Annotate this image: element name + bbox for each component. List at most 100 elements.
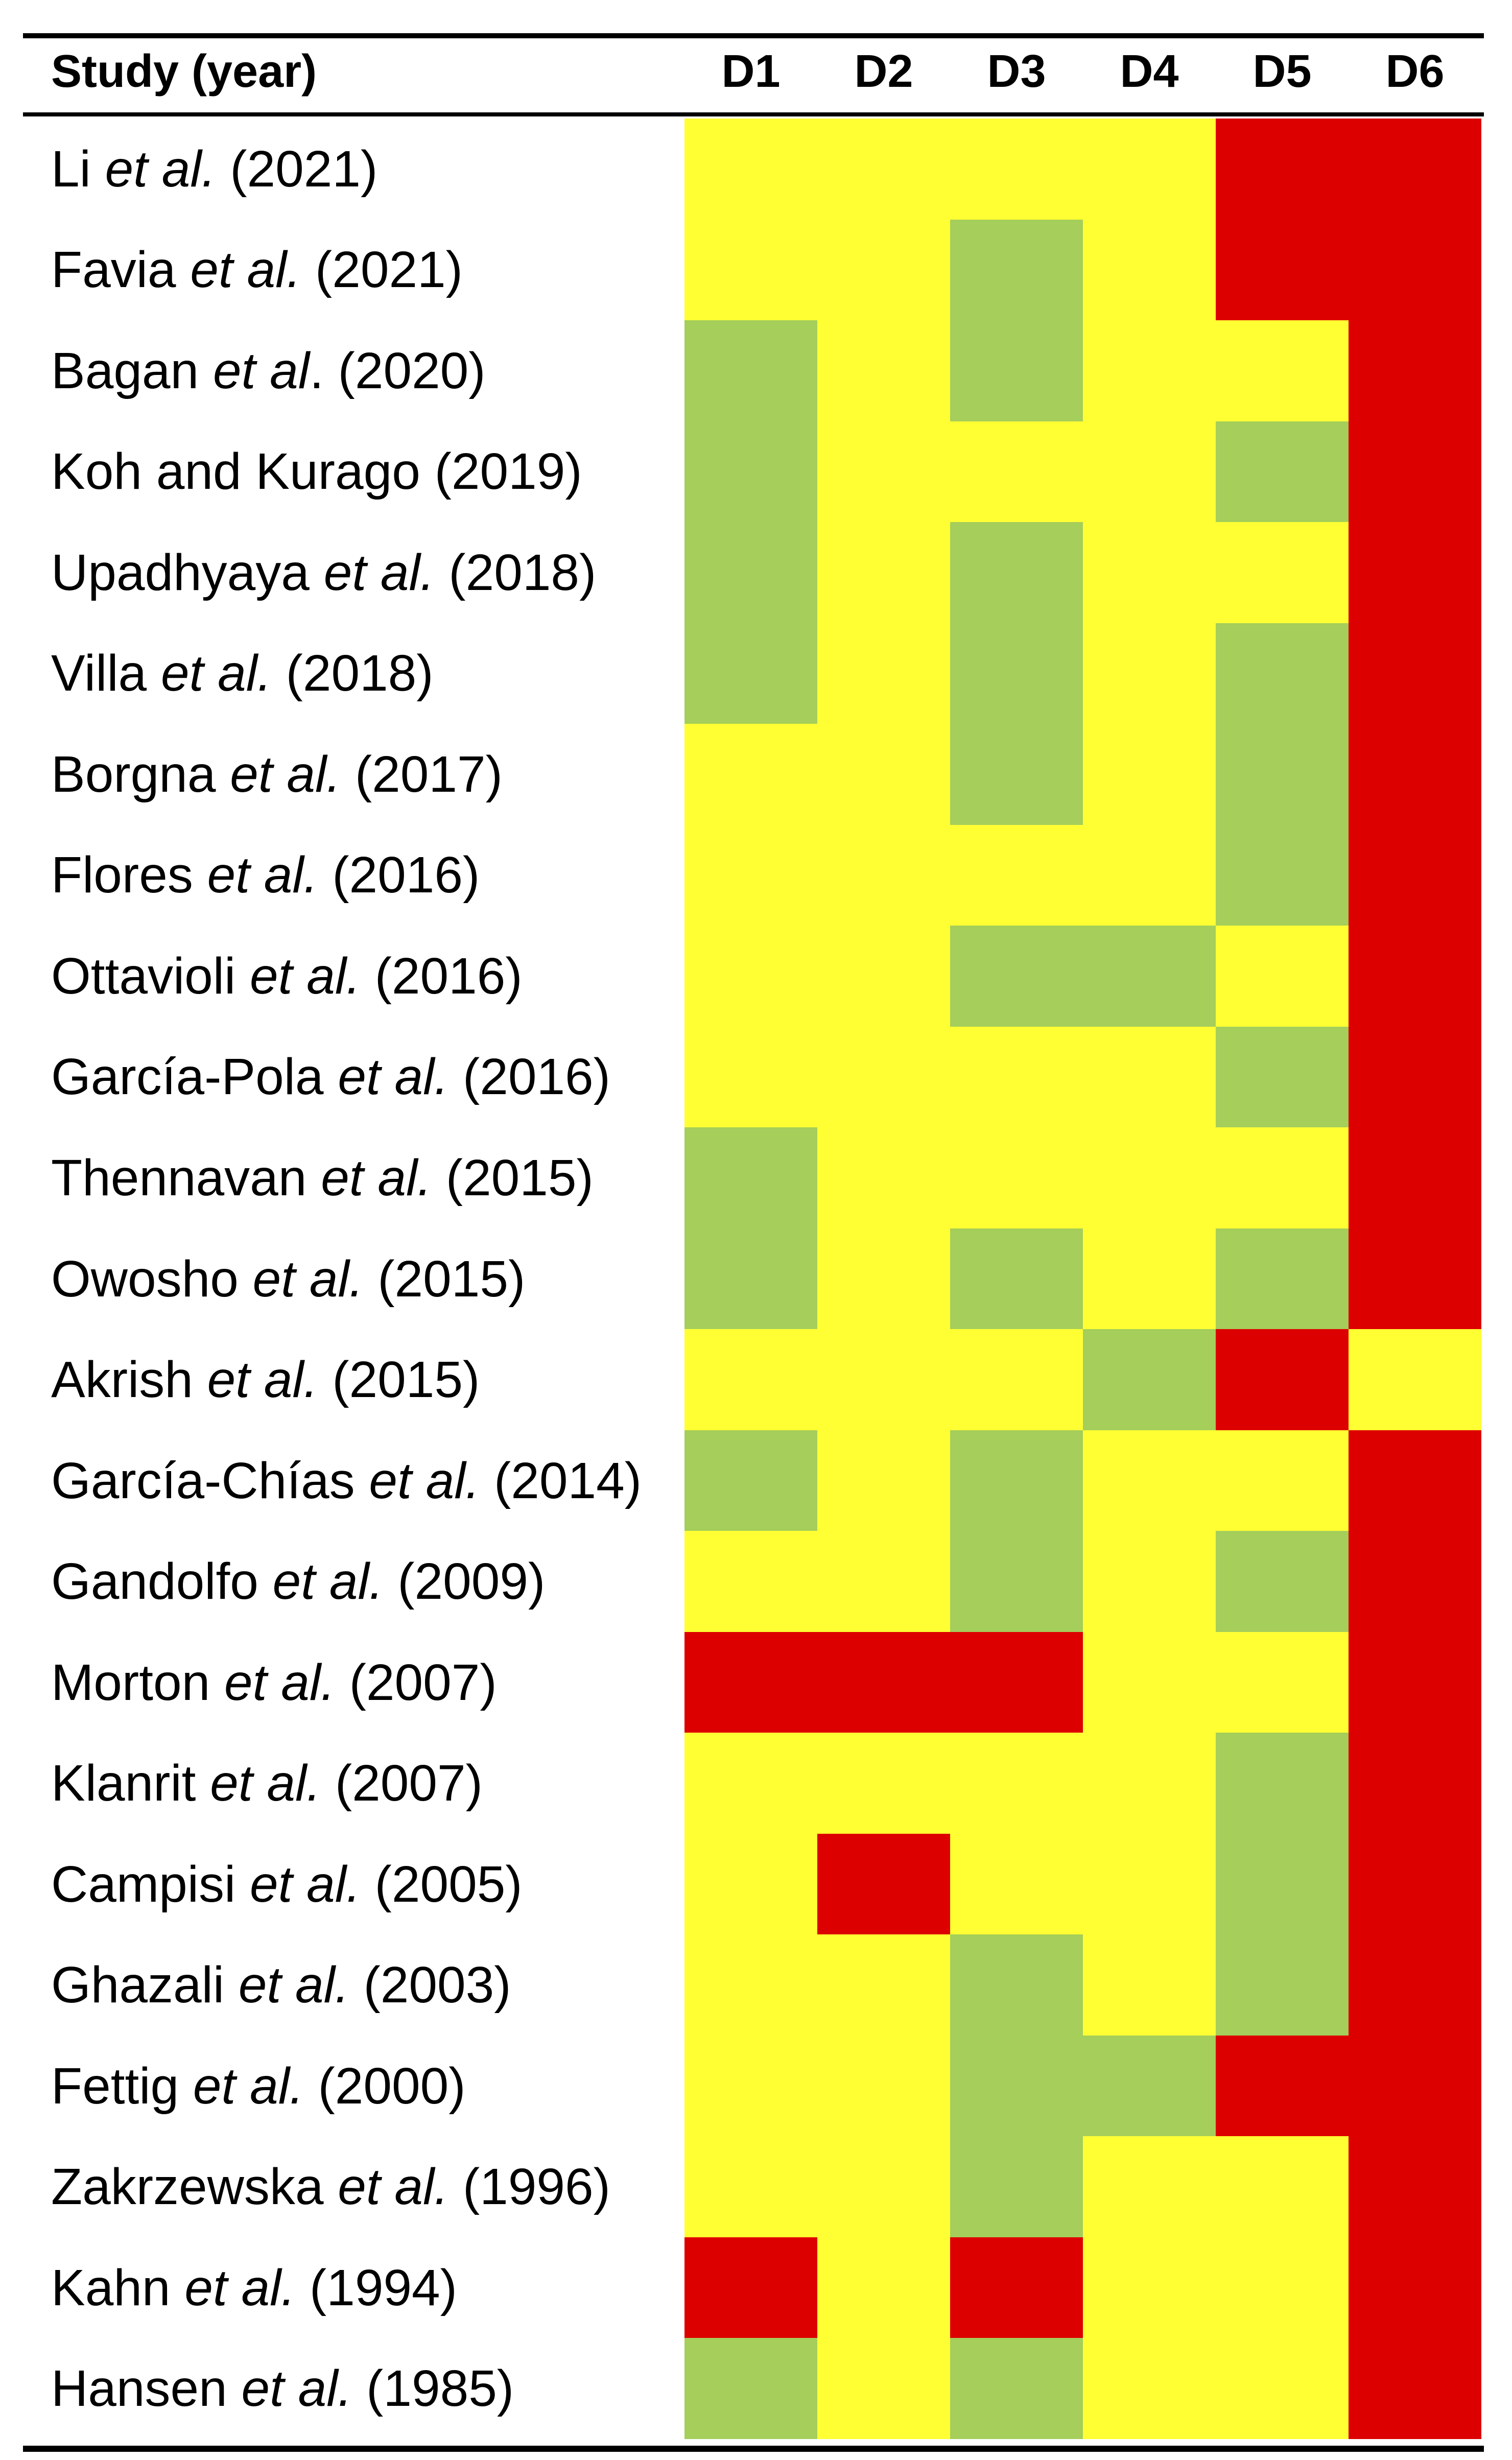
- cell-r9-d3: [950, 926, 1083, 1027]
- cell-r22-d4: [1083, 2237, 1216, 2338]
- cell-r12-d1: [684, 1228, 817, 1329]
- cell-r1-d2: [817, 119, 950, 220]
- cell-r18-d5: [1216, 1834, 1349, 1934]
- column-header-d1: D1: [721, 46, 781, 97]
- cell-r12-d5: [1216, 1228, 1349, 1329]
- cell-r21-d1: [684, 2136, 817, 2237]
- study-label-pre: Klanrit: [51, 1755, 210, 1812]
- cell-r10-d6: [1349, 1027, 1481, 1127]
- study-label: Fettig et al. (2000): [51, 2055, 466, 2117]
- study-label-post: (2015): [431, 1149, 594, 1207]
- cell-r19-d2: [817, 1934, 950, 2036]
- study-label-pre: Borgna: [51, 746, 230, 803]
- study-label-etal: et al.: [338, 1048, 449, 1105]
- cell-r22-d1: [684, 2237, 817, 2338]
- cell-r20-d3: [950, 2036, 1083, 2136]
- cell-r13-d2: [817, 1329, 950, 1430]
- study-label: Upadhyaya et al. (2018): [51, 542, 596, 603]
- cell-r20-d4: [1083, 2036, 1216, 2136]
- cell-r16-d3: [950, 1632, 1083, 1733]
- study-label-pre: Campisi: [51, 1856, 250, 1913]
- cell-r23-d6: [1349, 2338, 1481, 2439]
- cell-r23-d5: [1216, 2338, 1349, 2439]
- cell-r15-d3: [950, 1531, 1083, 1632]
- cell-r13-d5: [1216, 1329, 1349, 1430]
- study-label-pre: Owosho: [51, 1250, 253, 1308]
- study-label-pre: Akrish: [51, 1351, 207, 1408]
- cell-r11-d4: [1083, 1127, 1216, 1228]
- cell-r21-d6: [1349, 2136, 1481, 2237]
- cell-r17-d4: [1083, 1733, 1216, 1834]
- study-label: Villa et al. (2018): [51, 643, 434, 704]
- cell-r5-d6: [1349, 522, 1481, 623]
- cell-r6-d1: [684, 623, 817, 724]
- study-label-post: (1996): [448, 2158, 610, 2215]
- study-label-etal: et al.: [193, 2057, 304, 2115]
- study-label-etal: et al.: [230, 746, 341, 803]
- study-label-pre: Flores: [51, 846, 207, 904]
- study-label-etal: et al.: [250, 948, 361, 1005]
- cell-r16-d5: [1216, 1632, 1349, 1733]
- cell-r18-d3: [950, 1834, 1083, 1934]
- study-label-pre: Li: [51, 140, 105, 198]
- study-label-post: (2017): [341, 746, 503, 803]
- study-label-post: (2007): [335, 1654, 497, 1711]
- cell-r12-d2: [817, 1228, 950, 1329]
- cell-r15-d6: [1349, 1531, 1481, 1632]
- cell-r21-d3: [950, 2136, 1083, 2237]
- cell-r6-d6: [1349, 623, 1481, 724]
- study-label-post: (2005): [360, 1856, 523, 1913]
- study-label-post: (2018): [271, 645, 434, 702]
- cell-r6-d4: [1083, 623, 1216, 724]
- study-label: Thennavan et al. (2015): [51, 1147, 594, 1209]
- study-label-etal: et al.: [241, 2360, 352, 2417]
- study-label: Campisi et al. (2005): [51, 1854, 523, 1915]
- study-label: Ottavioli et al. (2016): [51, 945, 523, 1007]
- cell-r5-d2: [817, 522, 950, 623]
- cell-r5-d5: [1216, 522, 1349, 623]
- study-label-pre: Villa: [51, 645, 161, 702]
- study-label: Favia et al. (2021): [51, 239, 463, 300]
- study-label-post: (2021): [216, 140, 378, 198]
- cell-r7-d2: [817, 724, 950, 825]
- cell-r13-d4: [1083, 1329, 1216, 1430]
- cell-r23-d4: [1083, 2338, 1216, 2439]
- cell-r14-d4: [1083, 1430, 1216, 1531]
- cell-r9-d6: [1349, 926, 1481, 1027]
- cell-r4-d1: [684, 421, 817, 522]
- cell-r20-d5: [1216, 2036, 1349, 2136]
- cell-r21-d4: [1083, 2136, 1216, 2237]
- top-rule: [23, 33, 1484, 38]
- cell-r11-d3: [950, 1127, 1083, 1228]
- study-label-pre: Koh and Kurago (2019): [51, 443, 582, 500]
- cell-r10-d5: [1216, 1027, 1349, 1127]
- row-header-label: Study (year): [51, 46, 317, 97]
- cell-r4-d5: [1216, 421, 1349, 522]
- study-label-etal: et al.: [184, 2259, 296, 2316]
- cell-r2-d2: [817, 220, 950, 320]
- cell-r1-d4: [1083, 119, 1216, 220]
- cell-r9-d5: [1216, 926, 1349, 1027]
- cell-r16-d2: [817, 1632, 950, 1733]
- cell-r20-d1: [684, 2036, 817, 2136]
- cell-r6-d5: [1216, 623, 1349, 724]
- cell-r3-d2: [817, 320, 950, 421]
- study-label-post: (2016): [360, 948, 523, 1005]
- cell-r13-d3: [950, 1329, 1083, 1430]
- study-label: Akrish et al. (2015): [51, 1349, 480, 1410]
- cell-r22-d5: [1216, 2237, 1349, 2338]
- cell-r19-d5: [1216, 1934, 1349, 2036]
- bottom-rule: [23, 2446, 1484, 2452]
- cell-r17-d5: [1216, 1733, 1349, 1834]
- study-label-etal: et al.: [160, 645, 272, 702]
- study-label-etal: et al.: [249, 1856, 361, 1913]
- cell-r14-d5: [1216, 1430, 1349, 1531]
- study-label-post: (2015): [318, 1351, 480, 1408]
- cell-r14-d3: [950, 1430, 1083, 1531]
- cell-r11-d5: [1216, 1127, 1349, 1228]
- cell-r5-d4: [1083, 522, 1216, 623]
- study-label-post: (2016): [448, 1048, 610, 1105]
- cell-r8-d4: [1083, 825, 1216, 926]
- cell-r6-d2: [817, 623, 950, 724]
- cell-r10-d2: [817, 1027, 950, 1127]
